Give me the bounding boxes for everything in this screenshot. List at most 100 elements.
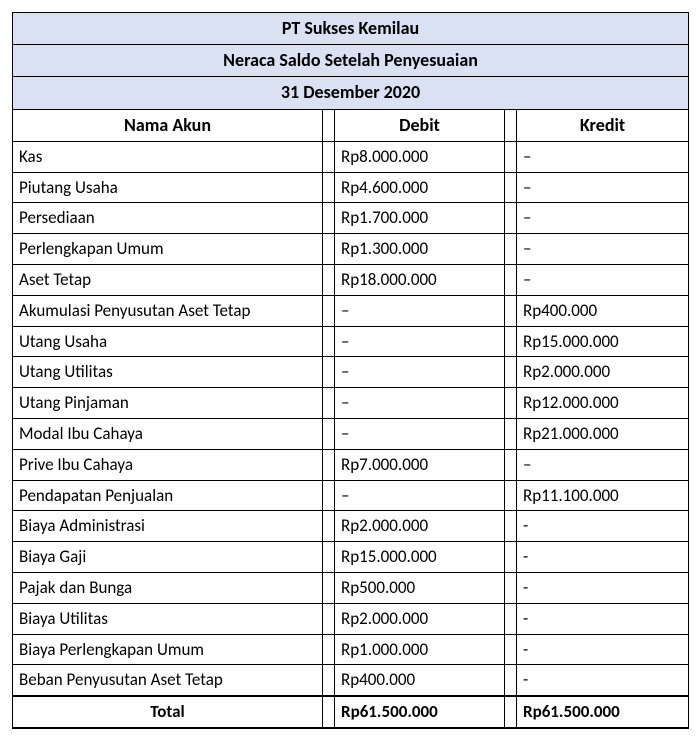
gap-cell	[505, 603, 517, 634]
account-name: Persediaan	[13, 203, 323, 234]
debit-value: –	[335, 388, 505, 419]
gap-cell	[505, 357, 517, 388]
gap-cell	[505, 418, 517, 449]
gap-cell	[323, 388, 335, 419]
table-row: Biaya Administrasi Rp2.000.000-	[13, 511, 689, 542]
kredit-value: Rp12.000.000	[517, 388, 689, 419]
table-row: Perlengkapan UmumRp1.300.000–	[13, 234, 689, 265]
debit-value: Rp1.000.000	[335, 634, 505, 665]
account-name: Piutang Usaha	[13, 172, 323, 203]
debit-value: Rp18.000.000	[335, 264, 505, 295]
report-title: Neraca Saldo Setelah Penyesuaian	[13, 45, 689, 77]
gap-cell	[323, 572, 335, 603]
total-debit: Rp61.500.000	[335, 696, 505, 728]
gap-cell	[505, 203, 517, 234]
gap-cell	[505, 295, 517, 326]
debit-value: –	[335, 326, 505, 357]
table-row: Aset Tetap Rp18.000.000–	[13, 264, 689, 295]
kredit-value: -	[517, 542, 689, 573]
table-row: Biaya UtilitasRp2.000.000-	[13, 603, 689, 634]
col-header-name: Nama Akun	[13, 109, 323, 141]
gap-cell	[505, 665, 517, 696]
account-name: Pajak dan Bunga	[13, 572, 323, 603]
table-row: Beban Penyusutan Aset TetapRp400.000-	[13, 665, 689, 696]
kredit-value: -	[517, 665, 689, 696]
kredit-value: -	[517, 634, 689, 665]
gap-cell	[505, 109, 517, 141]
gap-cell	[323, 203, 335, 234]
report-date: 31 Desember 2020	[13, 77, 689, 109]
kredit-value: Rp15.000.000	[517, 326, 689, 357]
gap-cell	[323, 109, 335, 141]
gap-cell	[505, 572, 517, 603]
gap-cell	[323, 511, 335, 542]
gap-cell	[323, 295, 335, 326]
gap-cell	[323, 603, 335, 634]
account-name: Aset Tetap	[13, 264, 323, 295]
gap-cell	[323, 449, 335, 480]
gap-cell	[323, 326, 335, 357]
kredit-value: –	[517, 264, 689, 295]
total-row: TotalRp61.500.000Rp61.500.000	[13, 696, 689, 728]
debit-value: Rp1.700.000	[335, 203, 505, 234]
kredit-value: Rp2.000.000	[517, 357, 689, 388]
account-name: Perlengkapan Umum	[13, 234, 323, 265]
gap-cell	[505, 141, 517, 172]
kredit-value: Rp21.000.000	[517, 418, 689, 449]
gap-cell	[323, 357, 335, 388]
gap-cell	[323, 665, 335, 696]
debit-value: Rp8.000.000	[335, 141, 505, 172]
table-row: Utang Utilitas–Rp2.000.000	[13, 357, 689, 388]
debit-value: Rp7.000.000	[335, 449, 505, 480]
table-row: Prive Ibu Cahaya Rp7.000.000–	[13, 449, 689, 480]
gap-cell	[505, 634, 517, 665]
gap-cell	[323, 634, 335, 665]
debit-value: Rp2.000.000	[335, 511, 505, 542]
gap-cell	[505, 480, 517, 511]
gap-cell	[505, 326, 517, 357]
debit-value: –	[335, 480, 505, 511]
table-row: Biaya Perlengkapan UmumRp1.000.000-	[13, 634, 689, 665]
col-header-debit: Debit	[335, 109, 505, 141]
kredit-value: -	[517, 511, 689, 542]
account-name: Beban Penyusutan Aset Tetap	[13, 665, 323, 696]
kredit-value: –	[517, 449, 689, 480]
gap-cell	[505, 388, 517, 419]
debit-value: –	[335, 418, 505, 449]
account-name: Utang Utilitas	[13, 357, 323, 388]
debit-value: Rp2.000.000	[335, 603, 505, 634]
gap-cell	[323, 172, 335, 203]
account-name: Utang Usaha	[13, 326, 323, 357]
account-name: Biaya Administrasi	[13, 511, 323, 542]
gap-cell	[505, 264, 517, 295]
kredit-value: Rp11.100.000	[517, 480, 689, 511]
gap-cell	[505, 696, 517, 728]
account-name: Modal Ibu Cahaya	[13, 418, 323, 449]
gap-cell	[505, 172, 517, 203]
gap-cell	[323, 234, 335, 265]
col-header-kredit: Kredit	[517, 109, 689, 141]
table-row: Modal Ibu Cahaya–Rp21.000.000	[13, 418, 689, 449]
table-row: Piutang Usaha Rp4.600.000–	[13, 172, 689, 203]
debit-value: Rp4.600.000	[335, 172, 505, 203]
account-name: Pendapatan Penjualan	[13, 480, 323, 511]
table-row: Akumulasi Penyusutan Aset Tetap–Rp400.00…	[13, 295, 689, 326]
debit-value: –	[335, 357, 505, 388]
gap-cell	[323, 141, 335, 172]
table-row: Utang Usaha–Rp15.000.000	[13, 326, 689, 357]
gap-cell	[323, 418, 335, 449]
gap-cell	[323, 480, 335, 511]
gap-cell	[505, 511, 517, 542]
account-name: Prive Ibu Cahaya	[13, 449, 323, 480]
trial-balance-table: PT Sukses Kemilau Neraca Saldo Setelah P…	[12, 12, 689, 729]
total-label: Total	[13, 696, 323, 728]
kredit-value: -	[517, 603, 689, 634]
kredit-value: –	[517, 141, 689, 172]
kredit-value: –	[517, 234, 689, 265]
gap-cell	[323, 264, 335, 295]
gap-cell	[505, 542, 517, 573]
table-row: Biaya GajiRp15.000.000-	[13, 542, 689, 573]
kredit-value: –	[517, 172, 689, 203]
kredit-value: Rp400.000	[517, 295, 689, 326]
table-row: Utang Pinjaman–Rp12.000.000	[13, 388, 689, 419]
